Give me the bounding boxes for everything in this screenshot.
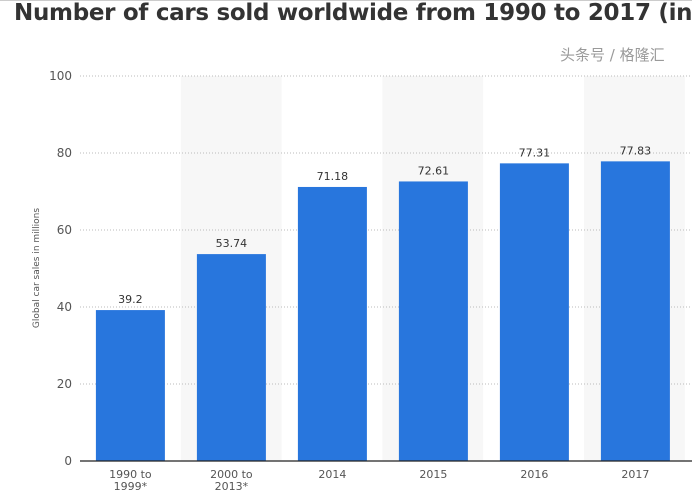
x-tick-label: 1990 to <box>109 468 152 481</box>
bar <box>600 161 670 462</box>
x-tick-label: 2016 <box>520 468 548 481</box>
x-tick-label: 2013* <box>215 480 249 493</box>
x-tick-label: 1999* <box>114 480 148 493</box>
bar <box>499 163 569 461</box>
y-axis-label: Global car sales in millions <box>32 208 42 328</box>
y-tick-label: 100 <box>49 69 72 83</box>
x-tick-label: 2015 <box>419 468 447 481</box>
x-tick-label: 2017 <box>621 468 649 481</box>
data-label: 53.74 <box>216 237 248 250</box>
data-label: 77.83 <box>620 144 652 157</box>
data-label: 39.2 <box>118 293 143 306</box>
data-label: 72.61 <box>418 164 450 177</box>
y-tick-label: 40 <box>57 300 72 314</box>
y-tick-label: 80 <box>57 146 72 160</box>
bar <box>95 310 165 461</box>
chart-title: Number of cars sold worldwide from 1990 … <box>14 0 692 26</box>
bar <box>196 254 266 461</box>
x-tick-label: 2014 <box>318 468 346 481</box>
watermark: 头条号 / 格隆汇 <box>560 46 665 64</box>
y-tick-label: 0 <box>64 454 72 468</box>
x-tick-label: 2000 to <box>210 468 253 481</box>
top-border <box>0 0 692 1</box>
y-tick-label: 20 <box>57 377 72 391</box>
bar <box>398 181 468 461</box>
data-label: 71.18 <box>317 170 349 183</box>
y-tick-label: 60 <box>57 223 72 237</box>
bar <box>297 186 367 461</box>
data-label: 77.31 <box>519 146 551 159</box>
